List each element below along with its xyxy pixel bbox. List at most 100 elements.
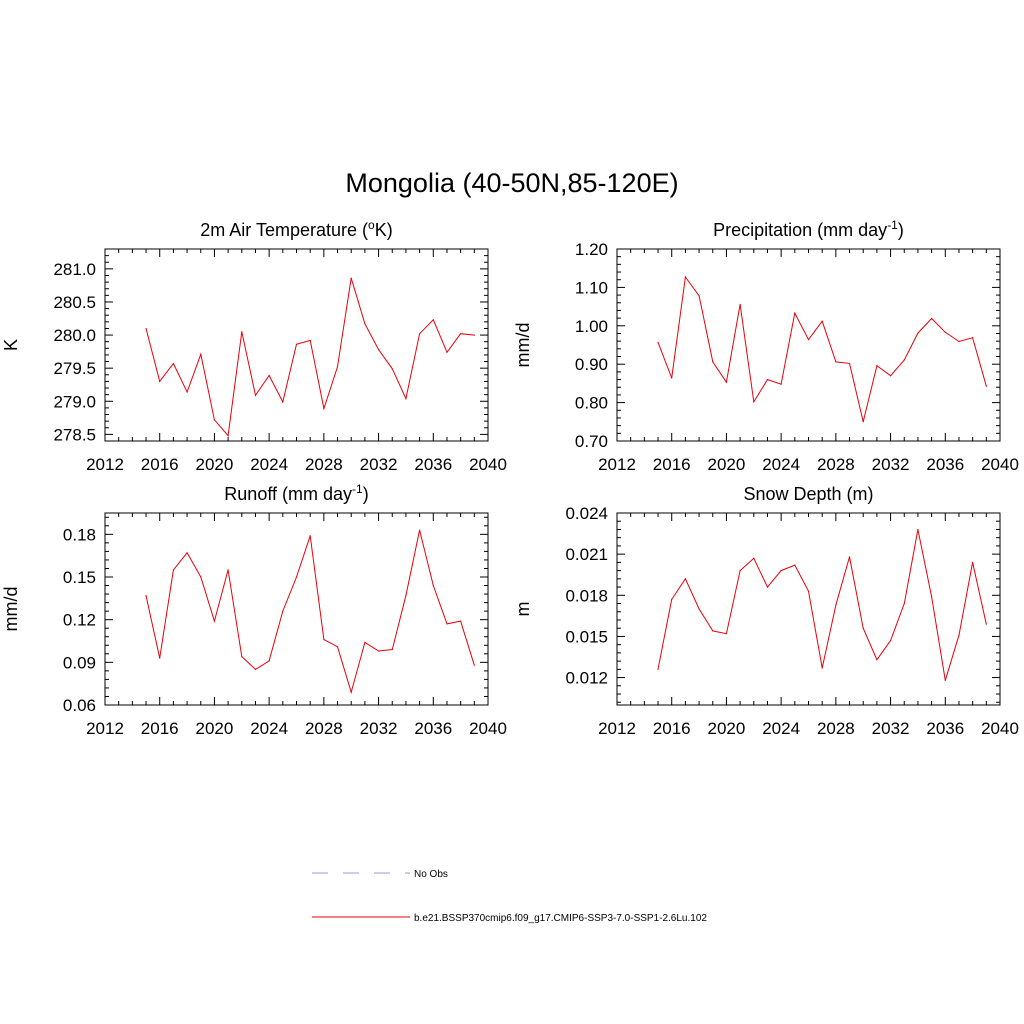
panel-1-data-point (350, 277, 352, 279)
panel-2-y-tick-label: 1.20 (575, 240, 608, 259)
panel-2-data-point (862, 421, 864, 423)
panel-3-data-point (268, 660, 270, 662)
panel-3-plot-frame (104, 512, 489, 706)
panel-4-x-tick-label: 2040 (981, 719, 1019, 738)
panel-3-y-tick-label: 0.09 (63, 653, 96, 672)
panel-1-data-point (227, 435, 229, 437)
panel-2-x-tick-label: 2020 (708, 455, 746, 474)
panel-4-data-point (739, 570, 741, 572)
panel-3-data-point (405, 594, 407, 597)
panel-4-data-point (972, 561, 974, 563)
panel-4-data-point (944, 679, 946, 681)
panel-4-data-point (780, 570, 782, 572)
panel-1-data-point (419, 333, 421, 335)
panel-1-x-tick-label: 2032 (360, 455, 398, 474)
panel-2-x-tick-label: 2040 (981, 455, 1019, 474)
panel-3-y-tick-label: 0.18 (63, 525, 96, 544)
panel-2-data-point (725, 381, 728, 383)
panel-3-data-point (254, 668, 257, 671)
panel-3-y-tick-label: 0.12 (63, 611, 96, 630)
panel-4-data-point (794, 564, 796, 566)
panel-3-data-point (213, 620, 216, 622)
panel-4-data-point (917, 528, 919, 531)
panel-3-x-tick-label: 2036 (414, 719, 452, 738)
panel-1-data-point (186, 391, 188, 393)
panel-1-data-point (309, 339, 311, 341)
panel-2-data-point (712, 361, 714, 363)
panel-3-y-tick-label: 0.15 (63, 568, 96, 587)
panel-1-x-tick-label: 2036 (414, 455, 452, 474)
panel-2-data-point (931, 317, 933, 320)
panel-3-data-point (159, 657, 161, 659)
panel-3-data-point (186, 552, 188, 554)
panel-2-x-tick-label: 2028 (817, 455, 855, 474)
panel-2-data-point (739, 303, 741, 305)
panel-4-data-point (889, 639, 892, 642)
panel-4-data-point (821, 667, 823, 669)
panel-1-data-point (432, 319, 434, 321)
panel-1-data-point (282, 401, 284, 403)
panel-3-data-point (446, 623, 448, 625)
panel-2-data-point (889, 375, 892, 377)
panel-4-plot-frame (616, 512, 1001, 706)
panel-2-data-point (657, 341, 659, 343)
panel-2-plot-frame (616, 248, 1001, 442)
panel-4-data-point (958, 634, 960, 636)
panel-3-data-point (282, 610, 284, 612)
panel-3-y-tick-label: 0.06 (63, 696, 96, 715)
panel-4-series-line (657, 529, 987, 681)
panel-4-y-axis-label: m (513, 602, 533, 617)
panel-4-data-point (807, 590, 810, 592)
panel-2-data-point (807, 339, 810, 341)
panel-2-x-tick-label: 2036 (926, 455, 964, 474)
panel-1-y-tick-label: 280.5 (53, 293, 96, 312)
panel-4-y-tick-label: 0.024 (565, 504, 608, 523)
panel-1-y-tick-label: 278.5 (53, 425, 96, 444)
panel-4-data-point (835, 604, 837, 606)
panel-1-x-tick-label: 2040 (469, 455, 507, 474)
panel-2-x-tick-label: 2024 (762, 455, 800, 474)
panel-4-data-point (931, 596, 933, 598)
panel-3-data-point (473, 664, 475, 666)
panel-4-data-point (712, 630, 714, 632)
panel-4-data-point (848, 556, 851, 558)
panel-1-data-point (446, 351, 448, 353)
panel-3-data-point (460, 620, 462, 622)
panel-1-x-tick-label: 2012 (86, 455, 124, 474)
panel-2-data-point (821, 320, 823, 322)
panel-3-x-tick-label: 2024 (250, 719, 288, 738)
panel-4-x-tick-label: 2028 (817, 719, 855, 738)
panel-4-data-point (684, 578, 686, 580)
panel-4-y-tick-label: 0.018 (565, 586, 608, 605)
panel-2-data-point (985, 385, 987, 387)
panel-4-x-tick-label: 2020 (708, 719, 746, 738)
panel-4-title: Snow Depth (m) (743, 484, 873, 504)
panel-2-data-point (958, 340, 960, 343)
panel-3-data-point (432, 584, 434, 587)
panel-2-data-point (753, 401, 755, 403)
panel-3-y-axis-label: mm/d (1, 587, 21, 632)
panel-1-data-point (336, 366, 339, 368)
panel-3-x-tick-label: 2016 (141, 719, 179, 738)
panel-4-x-tick-label: 2024 (762, 719, 800, 738)
panel-1-y-tick-label: 280.0 (53, 326, 96, 345)
panel-3-x-tick-label: 2028 (305, 719, 343, 738)
panel-1-data-point (241, 331, 243, 333)
panel-4-x-tick-label: 2036 (926, 719, 964, 738)
panel-2-x-tick-label: 2012 (598, 455, 636, 474)
panel-2-data-point (944, 331, 946, 333)
panel-3-data-point (241, 656, 243, 658)
panel-2-data-point (848, 362, 851, 365)
panel-1-data-point (364, 323, 366, 325)
panel-2-data-point (903, 359, 905, 361)
panel-2-y-tick-label: 0.70 (575, 432, 608, 451)
panel-2-data-point (917, 332, 919, 334)
panel-2-series-line (657, 275, 987, 422)
panel-4-y-tick-label: 0.012 (565, 669, 608, 688)
panel-1-y-tick-label: 281.0 (53, 260, 96, 279)
panel-3-data-point (350, 691, 352, 693)
panel-4-data-point (766, 586, 769, 588)
panel-4-x-tick-label: 2012 (598, 719, 636, 738)
panel-2-y-tick-label: 0.90 (575, 355, 608, 374)
panel-3-data-point (309, 535, 311, 537)
